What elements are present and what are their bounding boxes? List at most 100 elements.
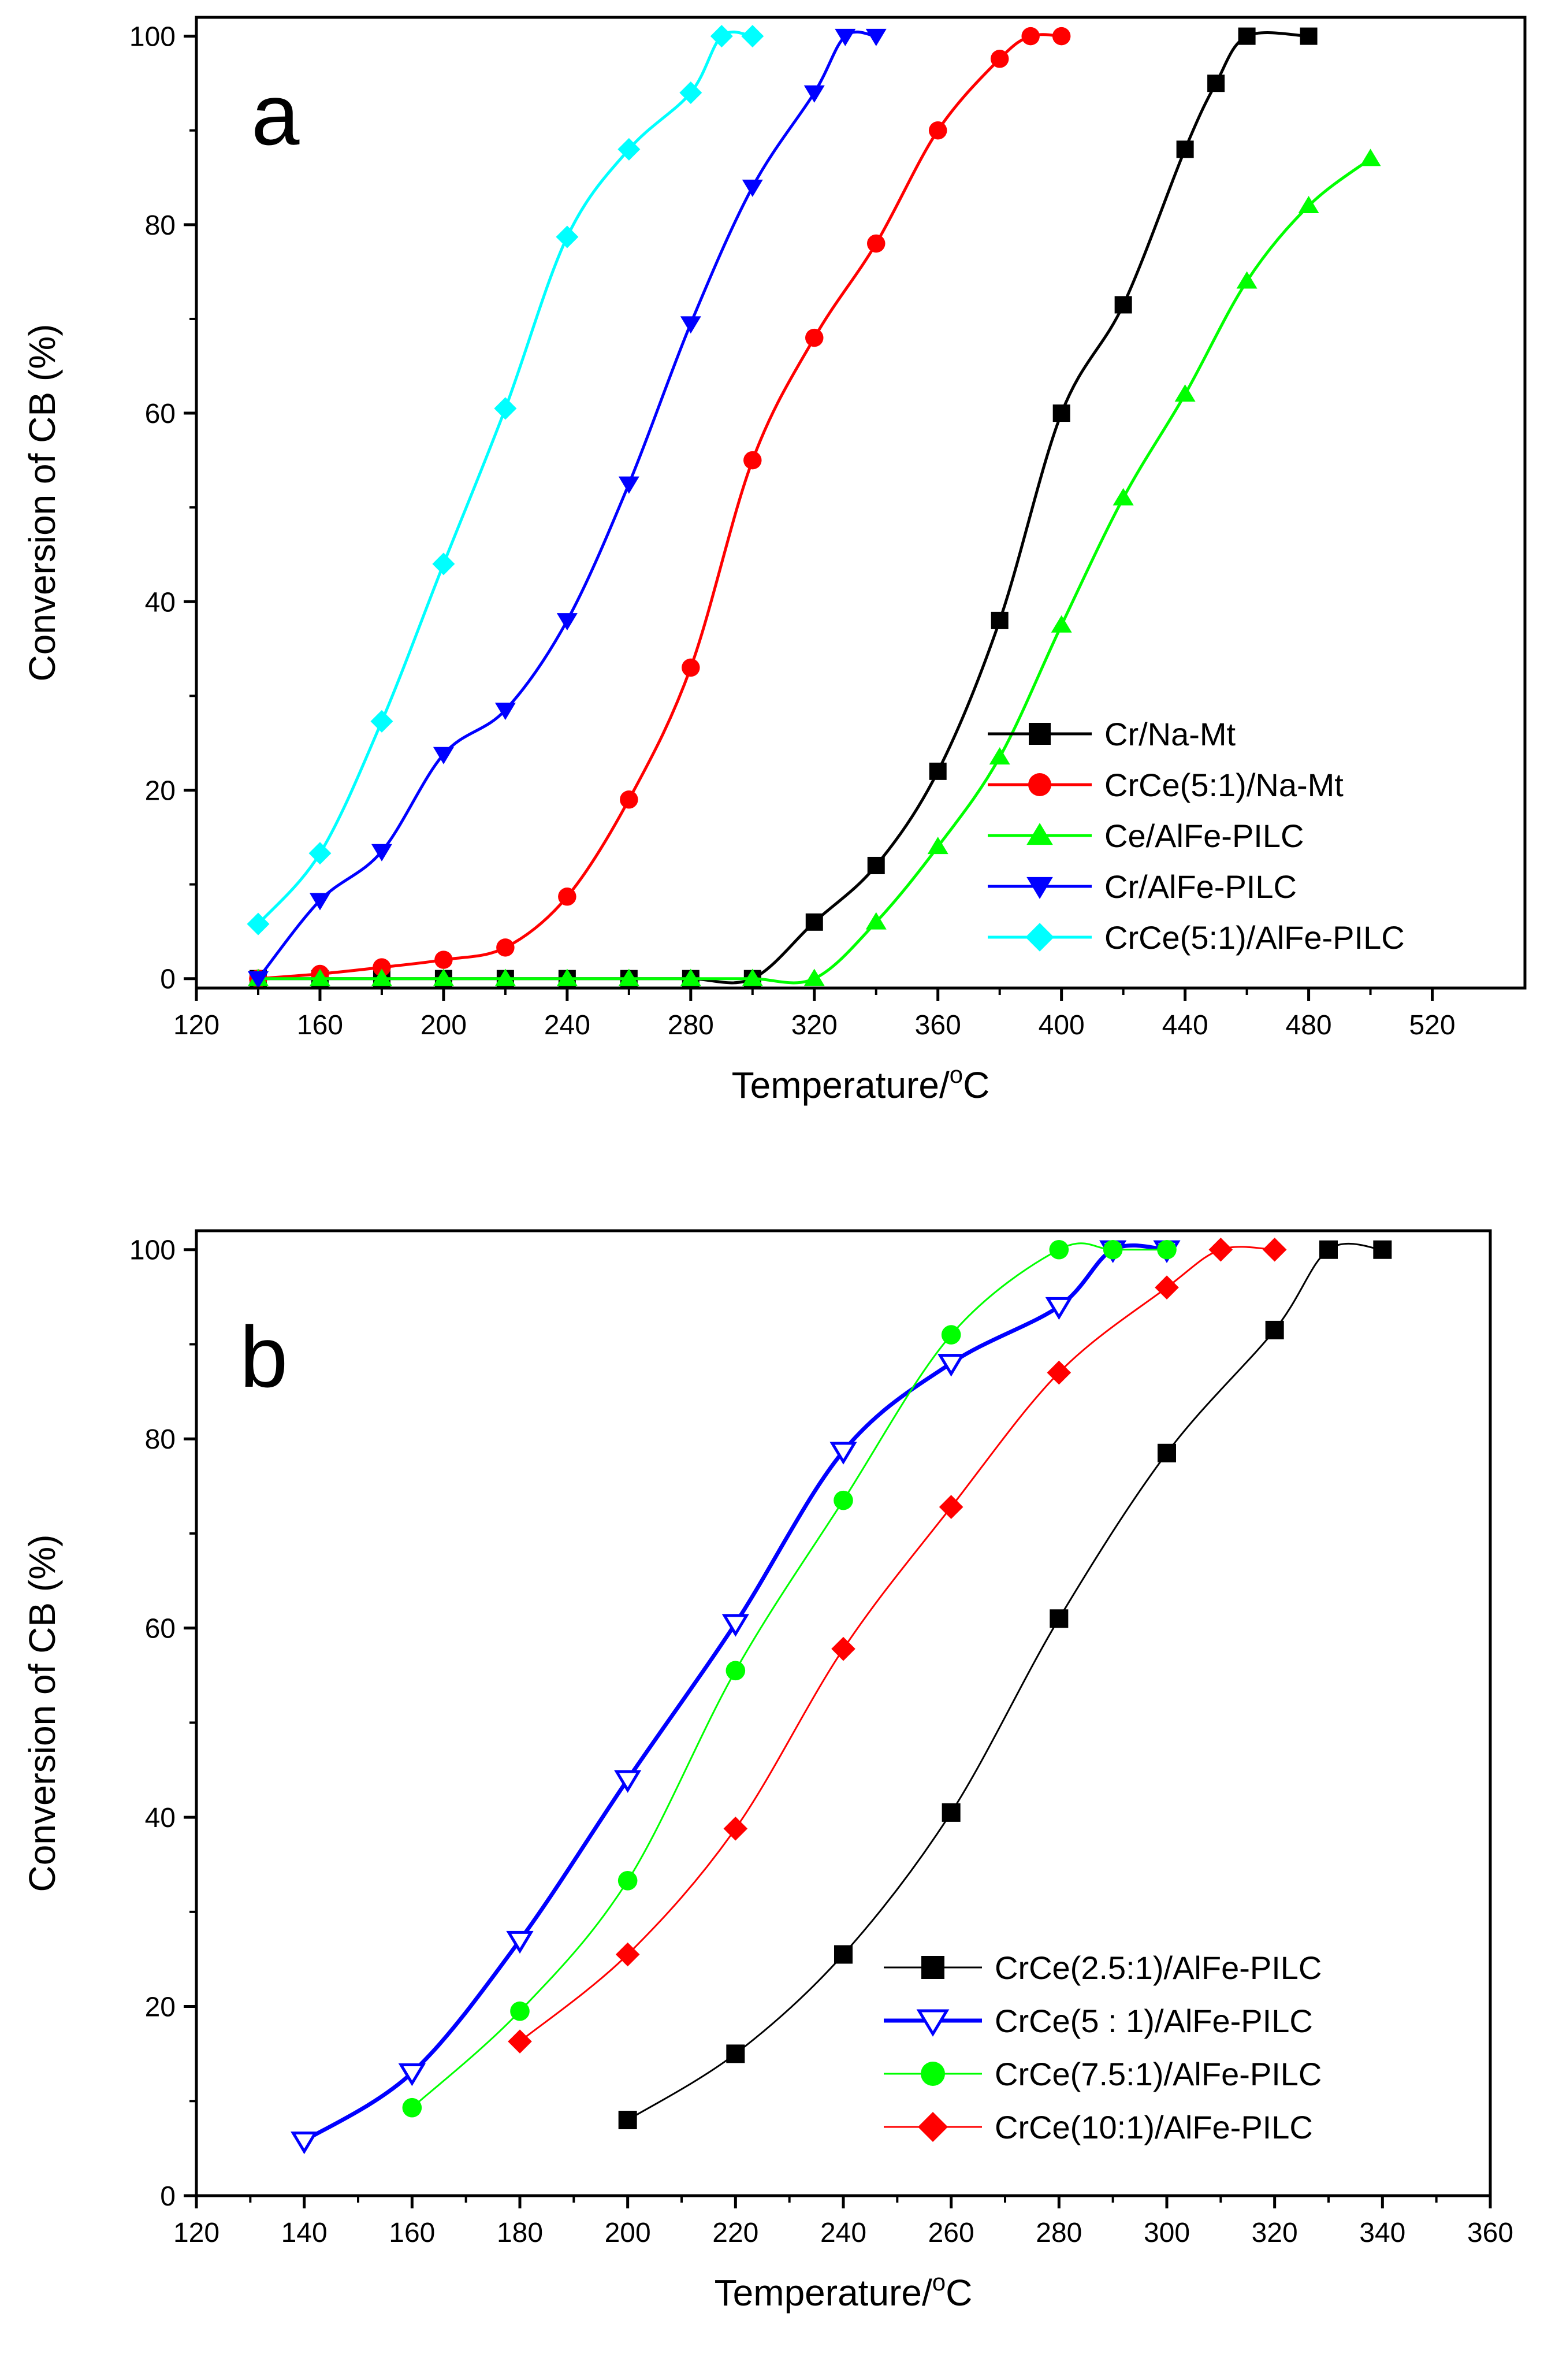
series-3	[247, 28, 887, 989]
data-point	[723, 1816, 748, 1841]
series-2	[402, 1239, 1177, 2118]
data-point	[939, 1495, 963, 1519]
x-tick-label: 160	[389, 2218, 435, 2248]
data-point	[835, 28, 856, 46]
data-point	[829, 1442, 857, 1465]
data-point	[1319, 1240, 1338, 1259]
data-point	[556, 613, 578, 631]
data-point	[805, 328, 824, 347]
data-point	[865, 912, 887, 930]
legend-marker	[1026, 877, 1053, 899]
x-tick-label: 440	[1162, 1010, 1208, 1041]
data-point	[831, 1636, 855, 1661]
panel-a-legend: Cr/Na-Mt CrCe(5:1)/Na-Mt Ce/AlFe-PILC Cr…	[988, 716, 1405, 956]
series-2	[247, 148, 1381, 986]
legend-entry-crce-2-5-1-alfe-pilc: CrCe(2.5:1)/AlFe-PILC	[884, 1950, 1322, 1986]
data-point	[680, 968, 701, 986]
y-tick-label: 0	[160, 2181, 176, 2212]
data-point	[710, 25, 733, 48]
x-axis-label-main: Temperature/	[715, 2272, 932, 2314]
series-4	[247, 25, 764, 935]
data-point	[494, 397, 517, 420]
data-point	[989, 747, 1010, 765]
y-tick-label: 80	[145, 210, 176, 241]
data-point	[1298, 195, 1319, 213]
data-point	[865, 28, 887, 46]
x-tick-label: 180	[497, 2218, 543, 2248]
x-axis-label-unit: C	[963, 1064, 989, 1106]
y-tick-label: 100	[129, 1235, 176, 1266]
data-point	[617, 1870, 638, 1891]
panel-a: 120 160 200 240 280 320 360 400 440 480 520 0 20 40 60…	[21, 16, 1527, 1106]
x-tick-label: 220	[712, 2218, 758, 2248]
data-point	[247, 971, 269, 989]
legend-label: CrCe(5:1)/Na-Mt	[1104, 767, 1344, 803]
data-point	[929, 762, 947, 780]
data-point	[371, 968, 392, 986]
legend-entry-cr-na-mt: Cr/Na-Mt	[988, 716, 1236, 752]
data-point	[620, 790, 638, 809]
legend-label: CrCe(7.5:1)/AlFe-PILC	[995, 2056, 1322, 2092]
data-point	[1157, 1239, 1177, 1260]
legend-label: CrCe(2.5:1)/AlFe-PILC	[995, 1950, 1322, 1986]
legend-marker	[921, 1956, 944, 1979]
legend-marker	[1025, 923, 1054, 952]
data-point	[615, 1942, 640, 1967]
data-point	[398, 2063, 426, 2086]
data-point	[1051, 615, 1072, 633]
legend-label: CrCe(10:1)/AlFe-PILC	[995, 2109, 1313, 2145]
data-point	[1360, 148, 1381, 166]
data-point	[373, 958, 391, 976]
x-axis-label-main: Temperature/	[732, 1064, 950, 1106]
x-tick-label: 240	[544, 1010, 590, 1041]
data-point	[679, 81, 702, 104]
y-tick-label: 20	[145, 1992, 176, 2023]
x-tick-label: 360	[1467, 2218, 1513, 2248]
legend-marker	[1026, 823, 1053, 845]
data-point	[726, 1661, 746, 1681]
legend-entry-crce-10-1-alfe-pilc: CrCe(10:1)/AlFe-PILC	[884, 2109, 1313, 2145]
data-point	[1158, 1443, 1176, 1462]
data-point	[1300, 27, 1318, 45]
data-point	[618, 2111, 637, 2130]
data-point	[402, 2097, 422, 2118]
data-point	[741, 25, 764, 48]
data-point	[942, 1803, 961, 1822]
legend-marker	[916, 2009, 950, 2037]
series-3	[508, 1237, 1287, 2054]
data-point	[247, 912, 270, 935]
legend-marker	[918, 2112, 948, 2142]
data-point	[371, 844, 392, 862]
data-point	[1114, 296, 1132, 314]
legend-marker	[1028, 773, 1051, 796]
data-point	[1265, 1320, 1284, 1339]
data-point	[1176, 140, 1194, 158]
data-point	[494, 703, 516, 721]
data-point	[1262, 1237, 1287, 1262]
x-tick-label: 200	[605, 2218, 651, 2248]
data-point	[1021, 27, 1040, 46]
legend-label: Cr/AlFe-PILC	[1104, 868, 1297, 905]
x-tick-label: 320	[1252, 2218, 1298, 2248]
data-point	[866, 234, 886, 253]
x-tick-label: 340	[1359, 2218, 1405, 2248]
y-tick-label: 0	[160, 964, 176, 995]
data-point	[617, 138, 641, 161]
data-point	[742, 968, 763, 986]
legend-label: Cr/Na-Mt	[1104, 716, 1236, 752]
data-point	[805, 913, 823, 931]
legend-label: CrCe(5 : 1)/AlFe-PILC	[995, 2003, 1313, 2039]
data-point	[496, 938, 515, 957]
panel-a-letter: a	[251, 66, 300, 163]
y-tick-label: 60	[145, 399, 176, 429]
x-tick-label: 140	[281, 2218, 328, 2248]
data-point	[370, 710, 393, 733]
data-point	[682, 658, 700, 677]
x-tick-label: 280	[668, 1010, 714, 1041]
y-tick-label: 40	[145, 587, 176, 618]
data-point	[937, 1354, 965, 1377]
data-point	[309, 893, 330, 911]
x-tick-label: 480	[1286, 1010, 1332, 1041]
series-0	[618, 1240, 1392, 2130]
panel-b: 120 140 160 180 200 220 240 260 280 300 320 340 360 0…	[21, 1229, 1513, 2314]
